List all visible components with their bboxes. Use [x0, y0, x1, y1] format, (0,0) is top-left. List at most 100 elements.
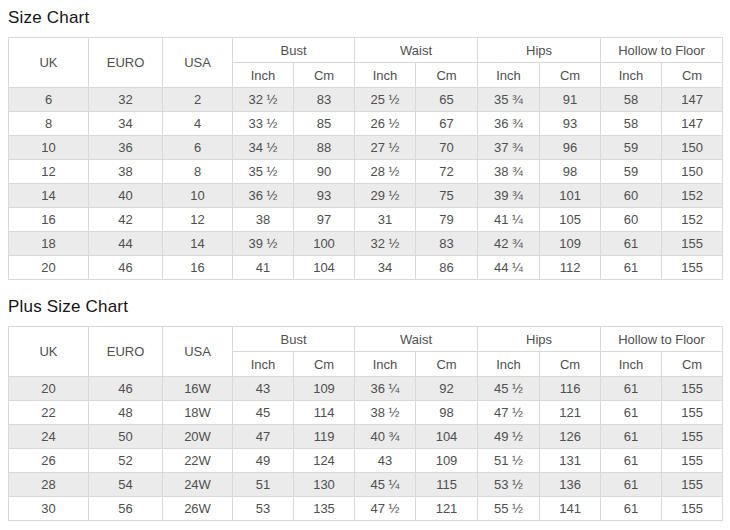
table-cell: 100 [294, 232, 355, 256]
table-cell: 61 [601, 473, 662, 497]
table-cell: 41 ¼ [478, 208, 540, 232]
table-cell: 28 ½ [355, 160, 416, 184]
table-cell: 101 [540, 184, 601, 208]
table-cell: 28 [9, 473, 89, 497]
table-cell: 12 [163, 208, 233, 232]
unit-header: Cm [662, 352, 723, 377]
table-cell: 61 [601, 256, 662, 280]
size-chart-table: UKEUROUSABustWaistHipsHollow to FloorInc… [8, 37, 723, 280]
table-cell: 116 [540, 377, 601, 401]
table-cell: 93 [540, 112, 601, 136]
table-cell: 59 [601, 136, 662, 160]
table-cell: 114 [294, 401, 355, 425]
table-cell: 150 [662, 136, 723, 160]
table-cell: 155 [662, 425, 723, 449]
column-group-header: Waist [355, 38, 478, 63]
table-cell: 155 [662, 256, 723, 280]
table-cell: 98 [540, 160, 601, 184]
table-cell: 38 ½ [355, 401, 416, 425]
table-cell: 33 ½ [233, 112, 294, 136]
table-cell: 115 [416, 473, 478, 497]
table-cell: 152 [662, 184, 723, 208]
unit-header: Inch [355, 352, 416, 377]
table-row: 632232 ½8325 ½6535 ¾9158147 [9, 88, 723, 112]
table-cell: 51 ½ [478, 449, 540, 473]
table-cell: 30 [9, 497, 89, 521]
table-cell: 72 [416, 160, 478, 184]
table-cell: 61 [601, 425, 662, 449]
table-cell: 48 [89, 401, 163, 425]
table-cell: 35 ¾ [478, 88, 540, 112]
table-cell: 34 [355, 256, 416, 280]
unit-header: Inch [233, 63, 294, 88]
table-cell: 152 [662, 208, 723, 232]
table-cell: 155 [662, 473, 723, 497]
table-cell: 46 [89, 256, 163, 280]
table-cell: 2 [163, 88, 233, 112]
table-cell: 130 [294, 473, 355, 497]
unit-header: Cm [294, 63, 355, 88]
table-cell: 14 [9, 184, 89, 208]
table-cell: 45 ½ [478, 377, 540, 401]
table-cell: 32 [89, 88, 163, 112]
table-cell: 85 [294, 112, 355, 136]
table-cell: 49 ½ [478, 425, 540, 449]
table-cell: 41 [233, 256, 294, 280]
table-cell: 121 [540, 401, 601, 425]
table-cell: 155 [662, 497, 723, 521]
table-row: 285424W5113045 ¼11553 ½13661155 [9, 473, 723, 497]
table-cell: 109 [294, 377, 355, 401]
table-cell: 91 [540, 88, 601, 112]
column-group-header: Hollow to Floor [601, 327, 723, 352]
plus-size-chart-header: UKEUROUSABustWaistHipsHollow to FloorInc… [9, 327, 723, 377]
table-cell: 54 [89, 473, 163, 497]
unit-header: Cm [540, 352, 601, 377]
table-cell: 25 ½ [355, 88, 416, 112]
table-cell: 34 ½ [233, 136, 294, 160]
plus-size-chart-title: Plus Size Chart [8, 297, 722, 317]
plus-size-chart-section: Plus Size Chart UKEUROUSABustWaistHipsHo… [8, 297, 722, 521]
column-group-header: Hips [478, 327, 601, 352]
table-cell: 61 [601, 232, 662, 256]
table-cell: 40 [89, 184, 163, 208]
table-cell: 70 [416, 136, 478, 160]
table-cell: 6 [163, 136, 233, 160]
table-cell: 51 [233, 473, 294, 497]
table-cell: 24 [9, 425, 89, 449]
table-row: 305626W5313547 ½12155 ½14161155 [9, 497, 723, 521]
table-cell: 27 ½ [355, 136, 416, 160]
table-cell: 61 [601, 497, 662, 521]
table-cell: 43 [233, 377, 294, 401]
table-cell: 50 [89, 425, 163, 449]
table-cell: 37 ¾ [478, 136, 540, 160]
unit-header: Cm [540, 63, 601, 88]
table-cell: 36 ½ [233, 184, 294, 208]
table-cell: 22 [9, 401, 89, 425]
table-cell: 45 [233, 401, 294, 425]
table-cell: 24W [163, 473, 233, 497]
table-cell: 61 [601, 377, 662, 401]
table-row: 14401036 ½9329 ½7539 ¾10160152 [9, 184, 723, 208]
table-cell: 26 [9, 449, 89, 473]
column-header: UK [9, 327, 89, 377]
table-cell: 65 [416, 88, 478, 112]
table-cell: 109 [416, 449, 478, 473]
table-cell: 47 [233, 425, 294, 449]
unit-header: Inch [355, 63, 416, 88]
table-cell: 38 ¾ [478, 160, 540, 184]
table-row: 1642123897317941 ¼10560152 [9, 208, 723, 232]
table-cell: 16 [9, 208, 89, 232]
unit-header: Inch [478, 63, 540, 88]
table-cell: 56 [89, 497, 163, 521]
table-cell: 35 ½ [233, 160, 294, 184]
table-row: 20461641104348644 ¼11261155 [9, 256, 723, 280]
table-cell: 93 [294, 184, 355, 208]
table-cell: 155 [662, 401, 723, 425]
column-header: USA [163, 38, 233, 88]
table-cell: 39 ¾ [478, 184, 540, 208]
table-cell: 38 [233, 208, 294, 232]
column-group-header: Hollow to Floor [601, 38, 723, 63]
size-chart-body: 632232 ½8325 ½6535 ¾9158147834433 ½8526 … [9, 88, 723, 280]
table-cell: 112 [540, 256, 601, 280]
table-row: 18441439 ½10032 ½8342 ¾10961155 [9, 232, 723, 256]
